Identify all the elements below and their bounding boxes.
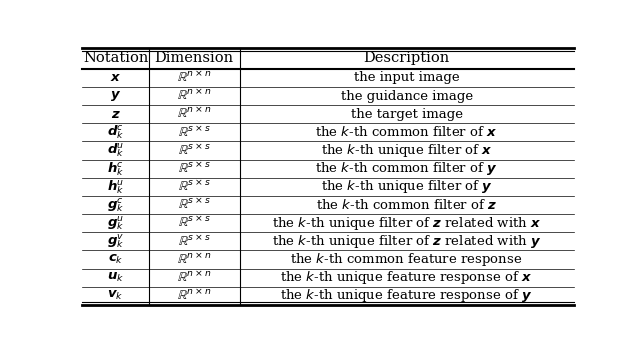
Text: $\mathbb{R}^{n\times n}$: $\mathbb{R}^{n\times n}$ xyxy=(177,289,211,303)
Text: $\boldsymbol{u}_k$: $\boldsymbol{u}_k$ xyxy=(107,271,124,284)
Text: the guidance image: the guidance image xyxy=(340,89,472,103)
Text: the $k$-th common feature response: the $k$-th common feature response xyxy=(291,251,523,268)
Text: the $k$-th unique feature response of $\boldsymbol{y}$: the $k$-th unique feature response of $\… xyxy=(280,287,532,304)
Text: the $k$-th unique feature response of $\boldsymbol{x}$: the $k$-th unique feature response of $\… xyxy=(280,269,532,286)
Text: $\mathbb{R}^{s\times s}$: $\mathbb{R}^{s\times s}$ xyxy=(178,180,211,194)
Text: $\mathbb{R}^{s\times s}$: $\mathbb{R}^{s\times s}$ xyxy=(178,161,211,176)
Text: $\boldsymbol{g}^v_k$: $\boldsymbol{g}^v_k$ xyxy=(107,233,124,250)
Text: $\boldsymbol{y}$: $\boldsymbol{y}$ xyxy=(110,89,121,103)
Text: $\mathbb{R}^{s\times s}$: $\mathbb{R}^{s\times s}$ xyxy=(178,216,211,230)
Text: $\boldsymbol{g}^u_k$: $\boldsymbol{g}^u_k$ xyxy=(107,214,124,232)
Text: the target image: the target image xyxy=(351,108,463,121)
Text: $\mathbb{R}^{n\times n}$: $\mathbb{R}^{n\times n}$ xyxy=(177,89,211,103)
Text: the $k$-th common filter of $\boldsymbol{z}$: the $k$-th common filter of $\boldsymbol… xyxy=(316,198,497,212)
Text: the $k$-th unique filter of $\boldsymbol{z}$ related with $\boldsymbol{y}$: the $k$-th unique filter of $\boldsymbol… xyxy=(272,233,541,250)
Text: the $k$-th unique filter of $\boldsymbol{z}$ related with $\boldsymbol{x}$: the $k$-th unique filter of $\boldsymbol… xyxy=(272,215,541,232)
Text: $\mathbb{R}^{n\times n}$: $\mathbb{R}^{n\times n}$ xyxy=(177,270,211,285)
Text: $\boldsymbol{d}^c_k$: $\boldsymbol{d}^c_k$ xyxy=(107,123,124,141)
Text: the $k$-th unique filter of $\boldsymbol{y}$: the $k$-th unique filter of $\boldsymbol… xyxy=(321,178,492,195)
Text: $\boldsymbol{c}_k$: $\boldsymbol{c}_k$ xyxy=(108,253,124,266)
Text: $\boldsymbol{z}$: $\boldsymbol{z}$ xyxy=(111,108,120,121)
Text: $\mathbb{R}^{s\times s}$: $\mathbb{R}^{s\times s}$ xyxy=(178,198,211,212)
Text: $\boldsymbol{g}^c_k$: $\boldsymbol{g}^c_k$ xyxy=(107,196,124,214)
Text: $\mathbb{R}^{n\times n}$: $\mathbb{R}^{n\times n}$ xyxy=(177,252,211,267)
Text: $\mathbb{R}^{n\times n}$: $\mathbb{R}^{n\times n}$ xyxy=(177,107,211,121)
Text: the input image: the input image xyxy=(354,71,460,84)
Text: the $k$-th common filter of $\boldsymbol{y}$: the $k$-th common filter of $\boldsymbol… xyxy=(316,160,498,177)
Text: $\boldsymbol{h}^c_k$: $\boldsymbol{h}^c_k$ xyxy=(107,160,124,178)
Text: $\mathbb{R}^{s\times s}$: $\mathbb{R}^{s\times s}$ xyxy=(178,143,211,158)
Text: $\mathbb{R}^{s\times s}$: $\mathbb{R}^{s\times s}$ xyxy=(178,234,211,248)
Text: $\mathbb{R}^{s\times s}$: $\mathbb{R}^{s\times s}$ xyxy=(178,125,211,140)
Text: $\boldsymbol{x}$: $\boldsymbol{x}$ xyxy=(110,71,122,84)
Text: Description: Description xyxy=(364,51,450,65)
Text: $\boldsymbol{h}^u_k$: $\boldsymbol{h}^u_k$ xyxy=(107,178,124,196)
Text: $\mathbb{R}^{n\times n}$: $\mathbb{R}^{n\times n}$ xyxy=(177,71,211,85)
Text: the $k$-th unique filter of $\boldsymbol{x}$: the $k$-th unique filter of $\boldsymbol… xyxy=(321,142,492,159)
Text: $\boldsymbol{d}^u_k$: $\boldsymbol{d}^u_k$ xyxy=(107,142,124,159)
Text: Notation: Notation xyxy=(83,51,148,65)
Text: the $k$-th common filter of $\boldsymbol{x}$: the $k$-th common filter of $\boldsymbol… xyxy=(316,125,498,139)
Text: $\boldsymbol{v}_k$: $\boldsymbol{v}_k$ xyxy=(108,289,124,302)
Text: Dimension: Dimension xyxy=(155,51,234,65)
